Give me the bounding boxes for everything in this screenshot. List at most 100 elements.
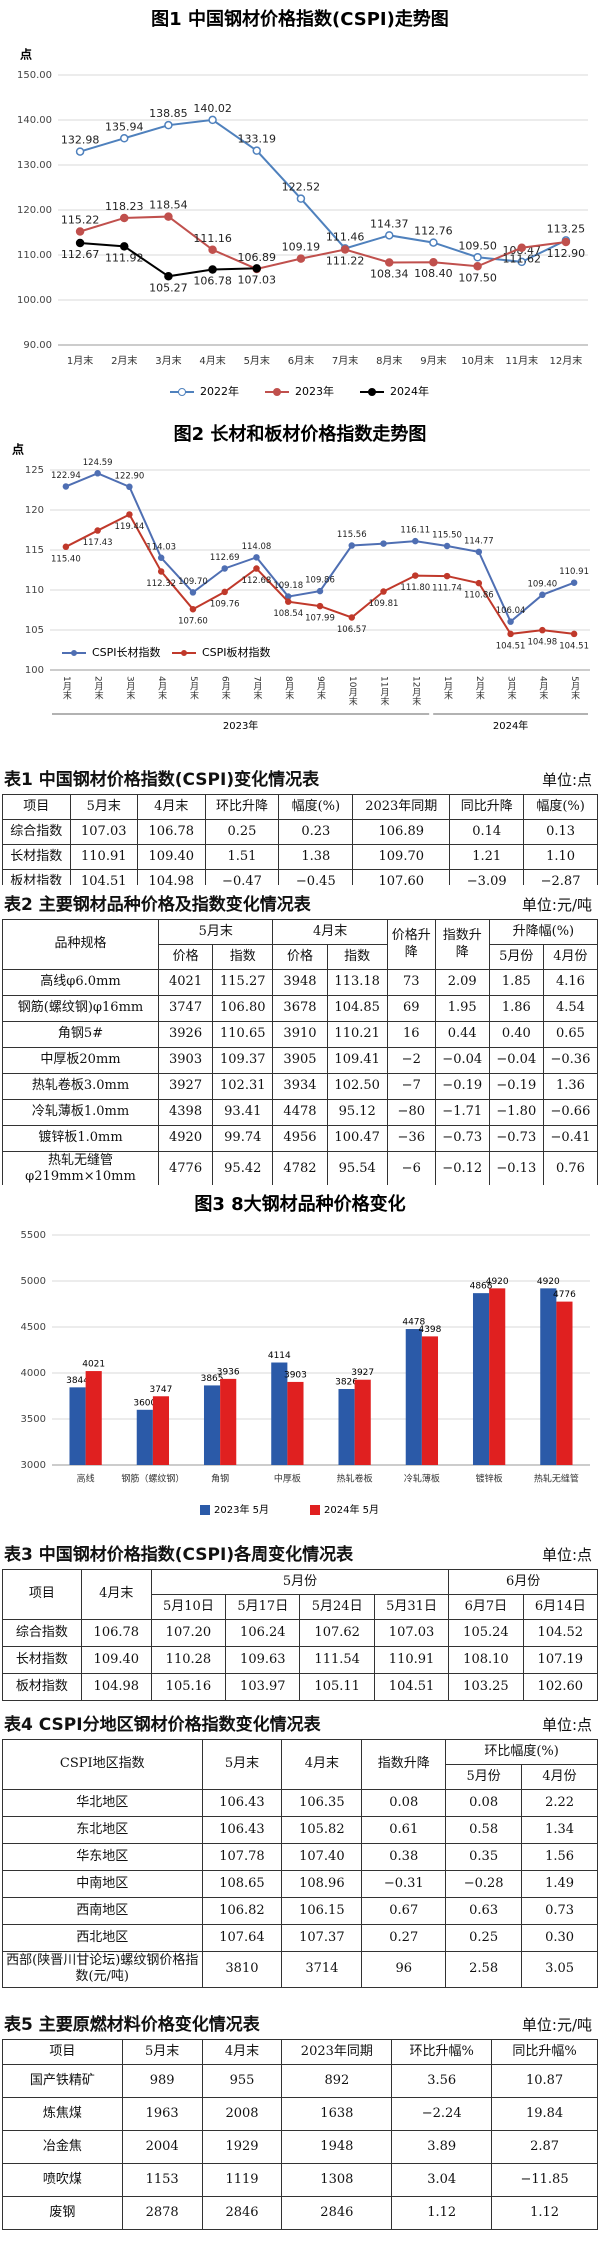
- series-line: [79, 215, 567, 271]
- point: [189, 605, 197, 613]
- cell: 106.89: [352, 819, 451, 845]
- cell: 1.12: [391, 2196, 493, 2230]
- point: [517, 243, 526, 252]
- point: [570, 579, 578, 586]
- x-tick-label: 2月末: [93, 676, 104, 701]
- row: 东北地区 106.43 105.82 0.61 0.58 1.34: [2, 1816, 598, 1844]
- y-tick-label: 105: [25, 625, 44, 636]
- data-label: 109.70: [178, 577, 208, 587]
- header-cell: 5月31日: [373, 1594, 450, 1620]
- table-title: 表2 主要钢材品种价格及指数变化情况表: [4, 895, 311, 915]
- data-label: 3936: [217, 1367, 240, 1377]
- legend-label: 2024年: [390, 384, 429, 398]
- cell: −0.19: [488, 1073, 544, 1100]
- cell: 0.27: [361, 1924, 447, 1952]
- point: [475, 548, 483, 556]
- data-label: 4114: [268, 1351, 291, 1361]
- data-label: 106.04: [496, 606, 526, 616]
- point: [252, 146, 261, 155]
- cell: 1.10: [523, 844, 598, 870]
- data-label: 109.40: [527, 579, 557, 589]
- point: [120, 213, 129, 223]
- header-cell: 指数: [326, 944, 388, 970]
- cell: 3.56: [391, 2064, 493, 2098]
- data-label: 117.43: [83, 538, 113, 548]
- legend-marker: [273, 388, 281, 396]
- header-row: 5月份 4月份: [3, 1764, 598, 1790]
- point: [443, 572, 451, 580]
- cell: 107.40: [281, 1843, 363, 1871]
- table-heading: 表2 主要钢材品种价格及指数变化情况表 单位:元/吨: [0, 885, 600, 919]
- y-tick-label: 115: [25, 545, 44, 556]
- header-cell: 5月份: [445, 1764, 523, 1790]
- cell: 102.50: [326, 1073, 388, 1100]
- cell: 4956: [272, 1125, 328, 1152]
- cell: −0.36: [542, 1047, 599, 1074]
- y-tick-label: 150.00: [17, 70, 52, 81]
- cell: 0.23: [278, 819, 354, 845]
- bar: [287, 1381, 304, 1465]
- cell: 104.98: [137, 869, 206, 885]
- cell: 95.12: [326, 1099, 388, 1126]
- point: [157, 568, 165, 575]
- x-tick-label: 5月末: [569, 676, 580, 701]
- cell: 长材指数: [2, 1646, 82, 1674]
- cell: 3927: [158, 1073, 214, 1100]
- point: [475, 579, 483, 587]
- data-label: 110.91: [559, 567, 589, 577]
- header-cell: 升降幅(%): [488, 919, 599, 945]
- cell: −0.73: [488, 1125, 544, 1152]
- cell: 华北地区: [2, 1789, 203, 1817]
- cell: 0.25: [204, 819, 280, 845]
- data-label: 108.34: [370, 267, 409, 280]
- cell: −36: [386, 1125, 436, 1152]
- y-tick-label: 100.00: [17, 295, 52, 306]
- data-label: 112.67: [61, 248, 100, 261]
- legend-label: 2023年: [295, 384, 334, 398]
- cell: 105.11: [299, 1673, 375, 1701]
- cell: 3905: [272, 1047, 328, 1074]
- table-title: 表3 中国钢材价格指数(CSPI)各周变化情况表: [4, 1545, 354, 1565]
- header-cell: 5月份: [488, 944, 544, 970]
- cell: 0.30: [521, 1924, 598, 1952]
- point: [443, 542, 451, 550]
- header-cell: 环比幅度(%): [445, 1739, 598, 1765]
- cell: −3.09: [449, 869, 525, 885]
- data-label: 4868: [470, 1282, 493, 1292]
- header-cell: 4月份: [521, 1764, 598, 1790]
- y-tick-label: 140.00: [17, 115, 52, 126]
- cell: 长材指数: [2, 844, 71, 870]
- cell: 冷轧薄板1.0mm: [1, 1099, 160, 1126]
- x-tick-label: 高线: [77, 1473, 95, 1485]
- data-label: 107.60: [178, 617, 208, 627]
- cell: 0.40: [488, 1021, 544, 1048]
- row: 长材指数 109.40 110.28 109.63 111.54 110.91 108.10…: [2, 1646, 599, 1674]
- bar: [69, 1387, 86, 1465]
- cell: 109.63: [225, 1646, 301, 1674]
- cell: 0.13: [523, 819, 598, 845]
- data-label: 108.40: [414, 267, 453, 280]
- cell: 2846: [281, 2196, 393, 2230]
- y-tick-label: 110.00: [17, 250, 52, 261]
- header-cell: 5月末: [201, 1739, 283, 1790]
- cell: −2: [386, 1047, 436, 1074]
- data-label: 109.81: [369, 599, 399, 609]
- cell: 炼焦煤: [2, 2097, 123, 2131]
- cell: 106.78: [80, 1619, 152, 1647]
- header-cell: 同比升幅%: [491, 2039, 598, 2065]
- bar: [556, 1301, 573, 1465]
- y-tick-label: 4500: [21, 1322, 46, 1333]
- point: [120, 134, 129, 143]
- cell: 1.95: [434, 995, 490, 1022]
- point: [284, 593, 292, 600]
- data-label: 119.44: [115, 522, 145, 532]
- cell: −6: [386, 1151, 436, 1185]
- cell: 喷吹煤: [2, 2163, 123, 2197]
- data-label: 104.51: [496, 641, 526, 651]
- cell: 106.82: [201, 1897, 283, 1925]
- point: [62, 543, 70, 551]
- cell: 4398: [158, 1099, 214, 1126]
- data-label: 111.74: [432, 584, 462, 594]
- cell: 3747: [158, 995, 214, 1022]
